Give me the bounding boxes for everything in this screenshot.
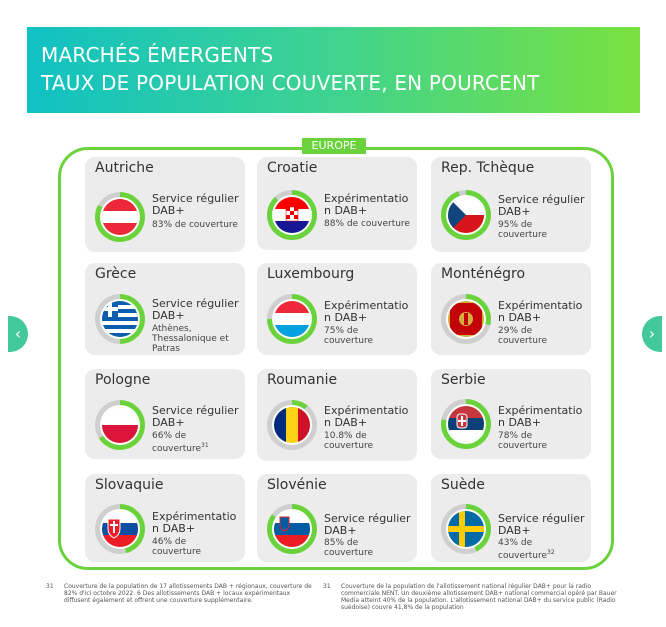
coverage-detail: 88% de couverture	[324, 219, 410, 229]
coverage-ring	[441, 190, 491, 240]
coverage-ring	[441, 504, 491, 554]
footnote-number: 31	[323, 583, 331, 590]
service-status: Expérimentation DAB+	[498, 299, 583, 324]
country-card-slovenie: Slovénie Service régulier DAB+ 85% de co…	[257, 474, 417, 562]
slovenia-flag-icon	[274, 511, 310, 547]
austria-flag-icon	[102, 199, 138, 235]
page-subtitle: TAUX DE POPULATION COUVERTE, EN POURCENT	[41, 71, 540, 95]
country-name: Serbie	[441, 372, 486, 388]
coverage-ring	[95, 294, 145, 344]
country-card-serbie: Serbie Expérimentation DAB+ 78% de couve…	[431, 369, 591, 459]
coverage-detail: 66% de couverture31	[152, 431, 212, 454]
chevron-left-icon: ‹	[14, 324, 22, 343]
service-status: Expérimentation DAB+	[324, 192, 409, 217]
coverage-detail: 29% de couverture	[498, 326, 547, 346]
country-card-rep-tcheque: Rep. Tchèque Service régulier DAB+ 95% d…	[431, 157, 591, 252]
country-name: Croatie	[267, 160, 318, 176]
coverage-ring	[441, 294, 491, 344]
coverage-ring	[441, 399, 491, 449]
page-title: MARCHÉS ÉMERGENTS	[41, 43, 274, 67]
country-card-slovaquie: Slovaquie Expérimentation DAB+ 46% de co…	[85, 474, 245, 562]
coverage-detail: 43% de couverture32	[498, 538, 562, 561]
service-status: Service régulier DAB+	[324, 512, 411, 537]
footnote-text: Couverture de la population de 17 alloti…	[64, 583, 312, 604]
coverage-ring	[95, 504, 145, 554]
coverage-text: 66% de couverture	[152, 431, 201, 454]
coverage-detail: 75% de couverture	[324, 326, 373, 346]
coverage-detail: Athènes, Thessalonique et Patras	[152, 324, 229, 354]
country-card-autriche: Autriche Service régulier DAB+ 83% de co…	[85, 157, 245, 252]
coverage-text: 43% de couverture	[498, 538, 547, 561]
sweden-flag-icon	[448, 511, 484, 547]
footnote-number: 31	[46, 583, 54, 590]
country-name: Pologne	[95, 372, 151, 388]
serbia-flag-icon	[448, 406, 484, 442]
country-name: Luxembourg	[267, 266, 355, 282]
czech-flag-icon	[448, 197, 484, 233]
country-name: Rep. Tchèque	[441, 160, 535, 176]
country-card-luxembourg: Luxembourg Expérimentation DAB+ 75% de c…	[257, 263, 417, 355]
croatia-flag-icon	[274, 197, 310, 233]
country-name: Grèce	[95, 266, 137, 282]
coverage-detail: 46% de couverture	[152, 537, 201, 557]
coverage-ring	[267, 504, 317, 554]
service-status: Service régulier DAB+	[152, 297, 239, 322]
country-name: Slovaquie	[95, 477, 164, 493]
country-card-grece: Grèce Service régulier DAB+ Athènes, The…	[85, 263, 245, 355]
coverage-ring	[267, 294, 317, 344]
coverage-detail: 78% de couverture	[498, 431, 547, 451]
service-status: Expérimentation DAB+	[324, 404, 409, 429]
slovakia-flag-icon	[102, 511, 138, 547]
country-card-suede: Suède Service régulier DAB+ 43% de couve…	[431, 474, 591, 562]
country-card-croatie: Croatie Expérimentation DAB+ 88% de couv…	[257, 157, 417, 250]
coverage-ring	[267, 190, 317, 240]
luxembourg-flag-icon	[274, 301, 310, 337]
coverage-detail: 10.8% de couverture	[324, 431, 373, 451]
service-status: Service régulier DAB+	[498, 193, 585, 218]
coverage-detail: 85% de couverture	[324, 538, 373, 558]
footnote-ref: 32	[547, 549, 555, 556]
service-status: Expérimentation DAB+	[152, 510, 237, 535]
service-status: Expérimentation DAB+	[324, 299, 409, 324]
montenegro-flag-icon	[448, 301, 484, 337]
title-banner: MARCHÉS ÉMERGENTS TAUX DE POPULATION COU…	[27, 27, 640, 113]
coverage-detail: 83% de couverture	[152, 220, 238, 230]
chevron-right-icon: ›	[648, 324, 656, 343]
service-status: Service régulier DAB+	[498, 512, 585, 537]
romania-flag-icon	[274, 407, 310, 443]
country-card-roumanie: Roumanie Expérimentation DAB+ 10.8% de c…	[257, 369, 417, 461]
country-name: Roumanie	[267, 372, 338, 388]
country-name: Autriche	[95, 160, 154, 176]
service-status: Expérimentation DAB+	[498, 404, 583, 429]
coverage-ring	[95, 192, 145, 242]
next-page-button[interactable]: ›	[642, 316, 662, 352]
region-label: EUROPE	[302, 138, 366, 154]
country-name: Suède	[441, 477, 485, 493]
poland-flag-icon	[102, 407, 138, 443]
footnote-ref: 31	[201, 442, 209, 449]
coverage-detail: 95% de couverture	[498, 220, 547, 240]
coverage-ring	[267, 400, 317, 450]
country-name: Monténégro	[441, 266, 526, 282]
previous-page-button[interactable]: ‹	[8, 316, 28, 352]
footnote-text: Couverture de la population de l'allotis…	[341, 583, 617, 611]
greece-flag-icon	[102, 301, 138, 337]
coverage-ring	[95, 400, 145, 450]
country-name: Slovénie	[267, 477, 327, 493]
service-status: Service régulier DAB+	[152, 192, 239, 217]
country-card-montenegro: Monténégro Expérimentation DAB+ 29% de c…	[431, 263, 591, 355]
country-card-pologne: Pologne Service régulier DAB+ 66% de cou…	[85, 369, 245, 459]
service-status: Service régulier DAB+	[152, 404, 239, 429]
